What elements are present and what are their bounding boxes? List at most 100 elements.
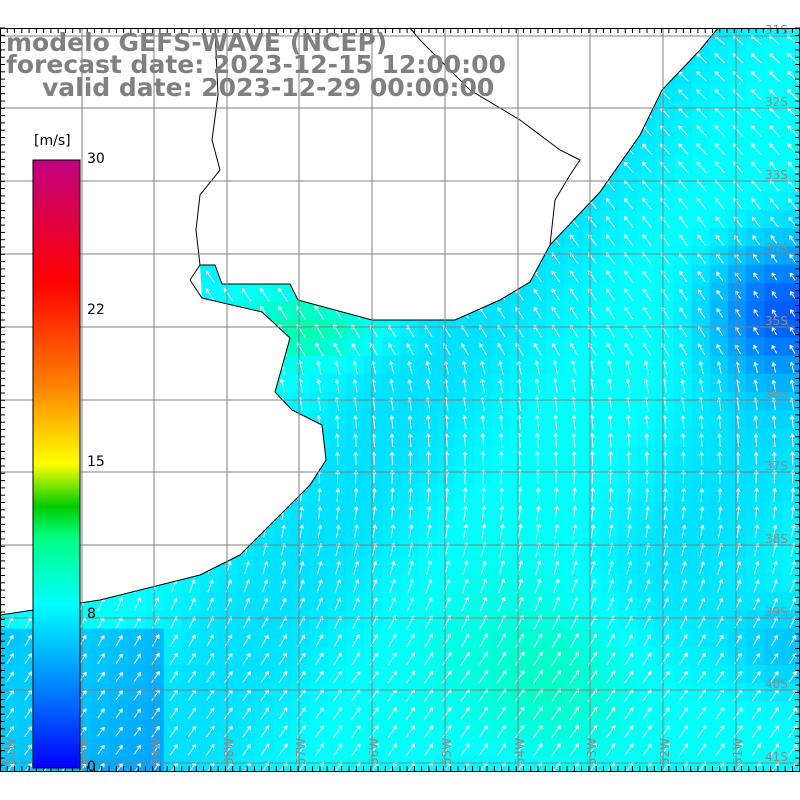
speed-cell [564, 100, 583, 120]
speed-cell [473, 337, 492, 357]
wind-arrow [388, 597, 396, 612]
speed-cell [127, 319, 147, 338]
speed-cell [618, 464, 638, 484]
speed-cell [618, 301, 638, 320]
speed-cell [782, 665, 800, 684]
speed-cell [728, 555, 747, 575]
speed-cell [145, 319, 165, 338]
speed-cell [691, 301, 711, 320]
wind-arrow [97, 578, 105, 594]
speed-cell [473, 483, 492, 502]
speed-cell [182, 519, 201, 539]
wind-arrow [295, 143, 307, 155]
speed-cell [327, 719, 347, 739]
speed-cell [0, 282, 19, 302]
wind-arrow [243, 360, 249, 375]
speed-cell [400, 701, 420, 721]
speed-cell [327, 519, 347, 539]
speed-cell [691, 64, 711, 84]
wind-arrow [478, 198, 488, 210]
speed-cell [327, 683, 347, 702]
wind-arrow [699, 451, 704, 466]
speed-cell [200, 628, 219, 648]
speed-cell [127, 646, 147, 666]
wind-arrow [316, 433, 322, 448]
wind-arrow [7, 415, 12, 429]
speed-cell [709, 701, 729, 721]
wind-arrow [422, 34, 435, 46]
speed-cell [728, 737, 747, 757]
speed-cell [236, 337, 256, 357]
wind-arrow [714, 71, 726, 82]
wind-arrow [259, 161, 270, 173]
wind-arrow [389, 415, 395, 429]
longitude-label: 54W [513, 738, 527, 765]
speed-cell [163, 464, 183, 484]
speed-cell [746, 210, 765, 229]
wind-arrow [350, 233, 361, 247]
speed-cell [127, 519, 147, 539]
speed-cell [127, 155, 147, 175]
speed-cell [327, 228, 347, 247]
speed-cell [109, 137, 128, 156]
speed-cell [618, 483, 638, 502]
wind-arrow [717, 433, 722, 447]
speed-cell [473, 155, 492, 175]
speed-cell [200, 756, 219, 772]
speed-cell [618, 155, 638, 175]
wind-arrow [478, 234, 488, 246]
speed-cell [509, 501, 529, 520]
wind-arrow [716, 379, 722, 393]
speed-cell [782, 483, 800, 502]
speed-cell [218, 483, 238, 502]
wind-arrow [150, 143, 161, 155]
wind-arrow [624, 288, 634, 302]
wind-arrow [26, 524, 32, 539]
speed-cell [436, 574, 456, 593]
speed-cell [0, 173, 19, 193]
wind-arrow [663, 506, 668, 520]
speed-cell [236, 701, 256, 721]
speed-cell [728, 574, 747, 593]
speed-cell [455, 592, 474, 611]
speed-cell [91, 555, 110, 575]
speed-cell [655, 701, 674, 721]
wind-arrow [280, 433, 286, 448]
speed-cell [236, 173, 256, 193]
speed-cell [273, 756, 292, 772]
speed-cell [127, 464, 147, 484]
wind-arrow [753, 451, 759, 466]
speed-cell [0, 228, 19, 247]
wind-arrow [517, 505, 523, 521]
speed-cell [491, 719, 511, 739]
wind-arrow [244, 487, 250, 502]
speed-cell [200, 410, 219, 429]
speed-cell [455, 665, 474, 684]
speed-cell [600, 119, 620, 138]
wind-arrow [771, 560, 778, 575]
speed-cell [455, 610, 474, 630]
speed-cell [327, 610, 347, 630]
speed-cell [0, 628, 19, 648]
speed-cell [218, 319, 238, 338]
speed-cell [291, 100, 310, 120]
speed-cell [327, 264, 347, 284]
speed-cell [527, 228, 547, 247]
wind-arrow [696, 215, 707, 228]
wind-arrow [334, 415, 340, 429]
speed-cell [618, 100, 638, 120]
wind-arrow [607, 579, 615, 593]
speed-cell [236, 137, 256, 156]
speed-cell [254, 683, 274, 702]
speed-cell [691, 173, 711, 193]
wind-arrow [787, 143, 798, 155]
speed-cell [364, 628, 383, 648]
wind-arrow [425, 596, 433, 612]
speed-cell [0, 301, 19, 320]
speed-cell [182, 737, 201, 757]
wind-arrow [205, 198, 215, 210]
speed-cell [600, 519, 620, 539]
wind-arrow [168, 107, 179, 118]
speed-cell [746, 155, 765, 175]
speed-cell [436, 28, 456, 47]
